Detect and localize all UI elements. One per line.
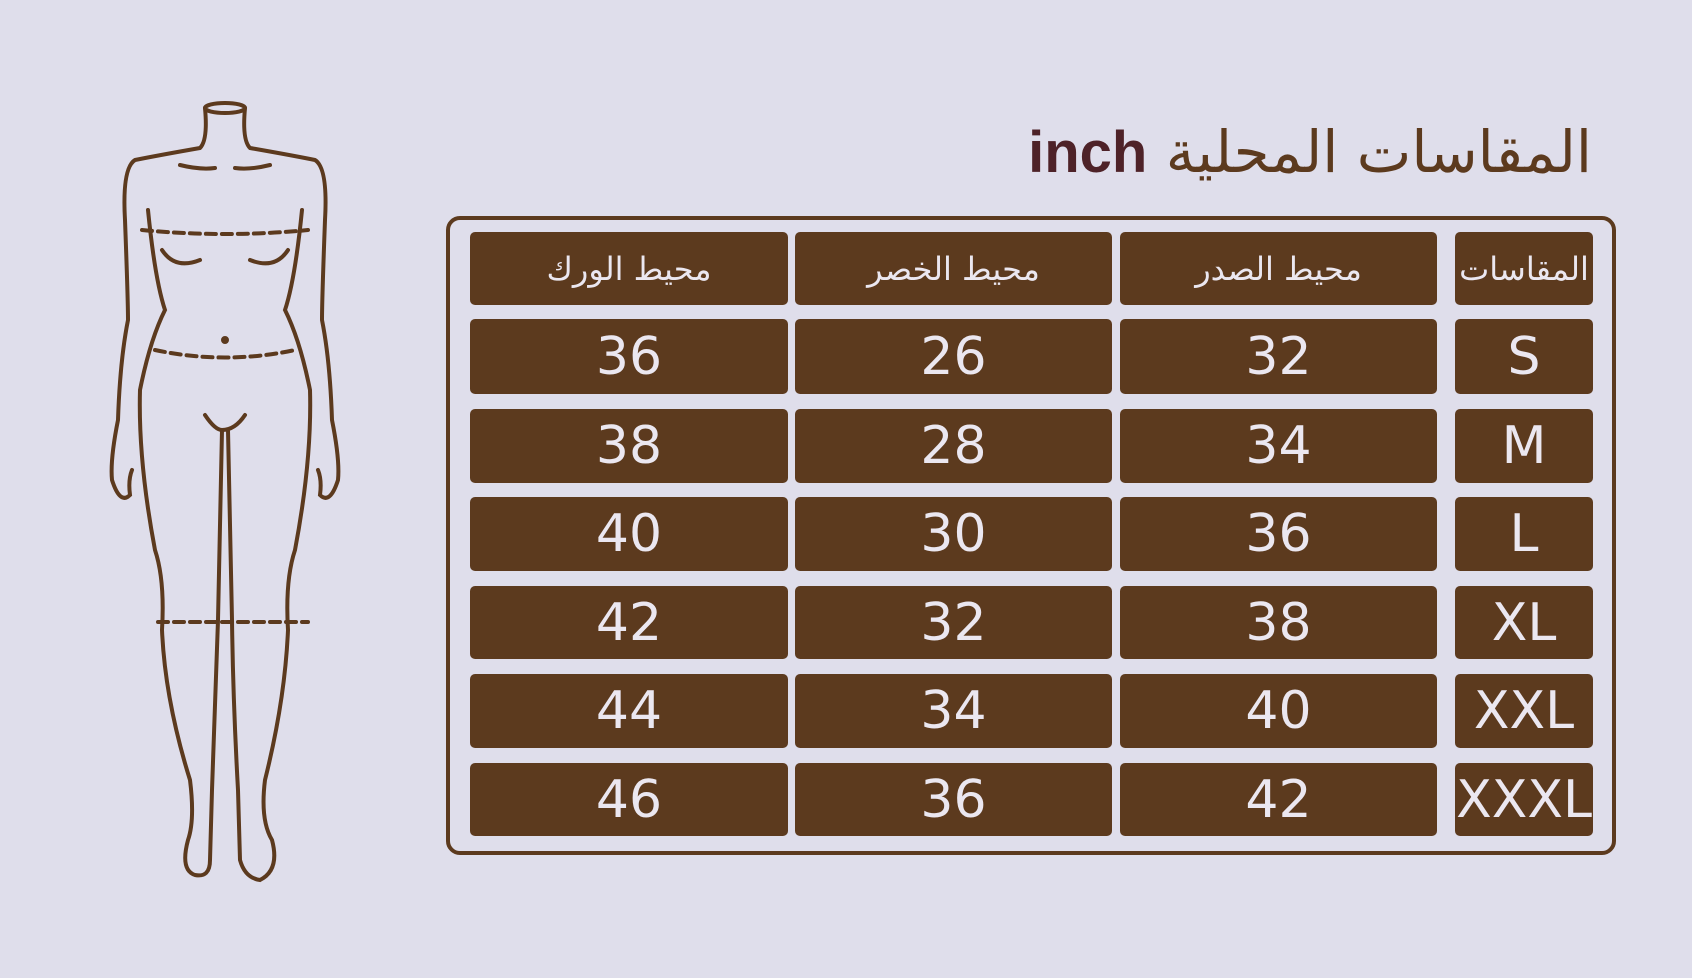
cell-size: S	[1455, 319, 1593, 394]
size-table-frame	[446, 216, 1616, 855]
cell-waist: 34	[795, 674, 1112, 748]
cell-hip: 44	[470, 674, 788, 748]
cell-chest: 40	[1120, 674, 1437, 748]
body-measurement-icon	[109, 101, 341, 883]
cell-waist: 28	[795, 409, 1112, 483]
header-size: المقاسات	[1455, 232, 1593, 305]
cell-size: M	[1455, 409, 1593, 483]
cell-hip: 46	[470, 763, 788, 836]
cell-hip: 38	[470, 409, 788, 483]
cell-hip: 42	[470, 586, 788, 659]
cell-chest: 42	[1120, 763, 1437, 836]
cell-waist: 32	[795, 586, 1112, 659]
cell-hip: 36	[470, 319, 788, 394]
cell-chest: 32	[1120, 319, 1437, 394]
cell-chest: 34	[1120, 409, 1437, 483]
cell-size: L	[1455, 497, 1593, 571]
header-hip: محيط الورك	[470, 232, 788, 305]
cell-size: XXL	[1455, 674, 1593, 748]
header-chest: محيط الصدر	[1120, 232, 1437, 305]
cell-chest: 38	[1120, 586, 1437, 659]
cell-waist: 26	[795, 319, 1112, 394]
cell-size: XL	[1455, 586, 1593, 659]
page-title: inch المقاسات المحلية	[1028, 112, 1592, 193]
title-unit: inch	[1028, 120, 1148, 185]
cell-waist: 30	[795, 497, 1112, 571]
cell-waist: 36	[795, 763, 1112, 836]
cell-chest: 36	[1120, 497, 1437, 571]
cell-size: XXXL	[1455, 763, 1593, 836]
cell-hip: 40	[470, 497, 788, 571]
header-waist: محيط الخصر	[795, 232, 1112, 305]
title-text: المقاسات المحلية	[1165, 118, 1592, 186]
